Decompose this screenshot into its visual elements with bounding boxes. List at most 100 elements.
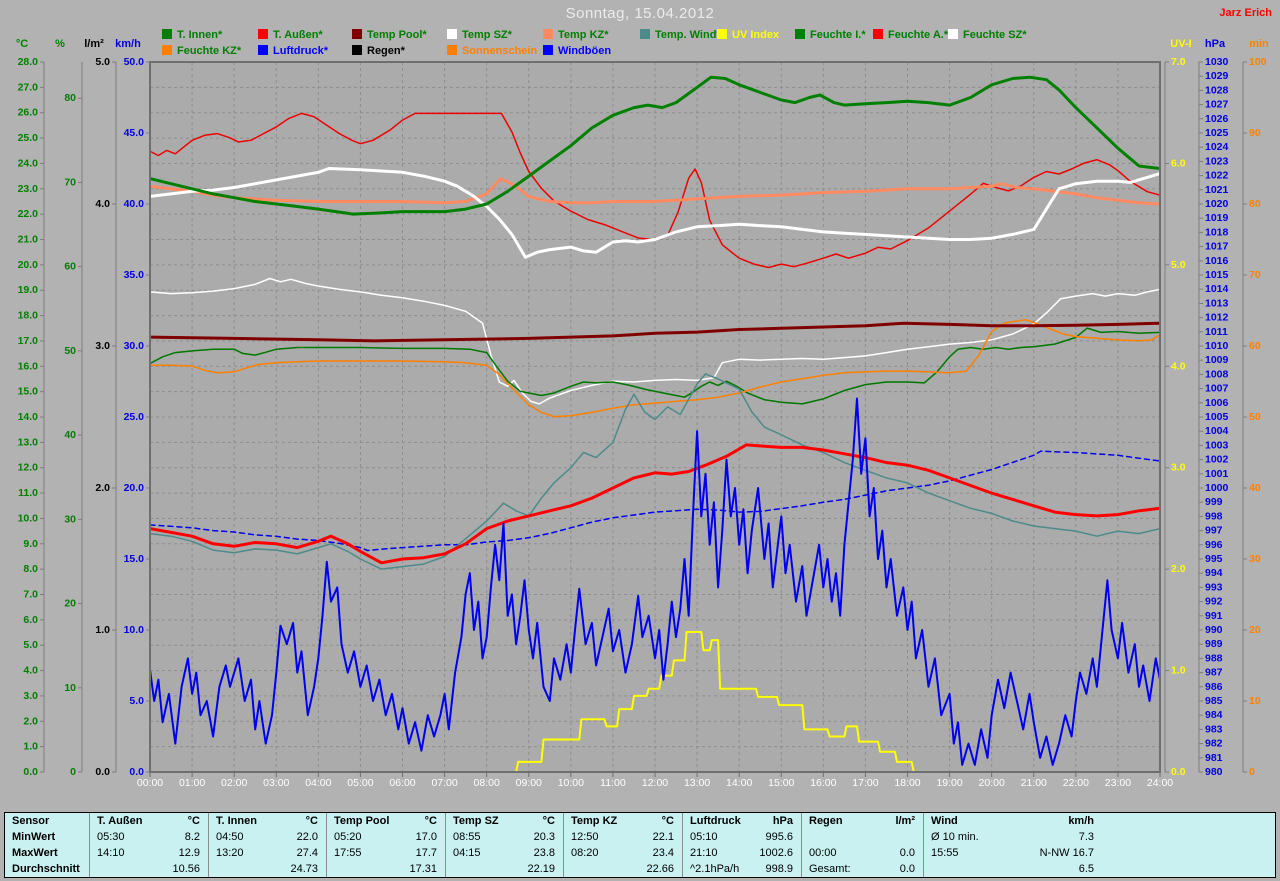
cell-time: 00:00 (809, 847, 837, 859)
axis-tick-label: 4.0 (95, 198, 110, 210)
cell-value: 22.1 (652, 831, 674, 843)
axis-tick-label: 995 (1205, 553, 1223, 565)
axis-tick-label: 17.0 (18, 335, 39, 347)
axis-header-c: °C (16, 38, 28, 50)
axis-tick-label: 1019 (1205, 212, 1229, 224)
sensor-name: T. Innen (216, 815, 257, 827)
stats-table: Sensor MinWert MaxWert Durchschnitt T. Außen… (4, 812, 1276, 878)
axis-tick-label: 4.0 (1171, 360, 1186, 372)
max-row: 08:20 23.4 (564, 845, 682, 861)
series-feuchte-i (150, 327, 1160, 405)
axis-tick-label: 1016 (1205, 255, 1229, 267)
axis-tick-label: 40 (64, 429, 76, 441)
sensor-name: Wind (931, 815, 958, 827)
legend-item-feuchte-sz-[interactable]: Feuchte SZ* (948, 29, 1027, 42)
axis-header-hpa: hPa (1205, 38, 1226, 50)
cell-time: 05:20 (334, 831, 362, 843)
legend-item-uv-index[interactable]: UV Index (717, 29, 779, 42)
table-col-regen: Regen l/m² 00:00 0.0 Gesamt: 0.0 (801, 813, 923, 877)
cell-value: 12.9 (178, 847, 200, 859)
axis-tick-label: 9.0 (23, 538, 38, 550)
min-row: 12:50 22.1 (564, 829, 682, 845)
max-row: 00:00 0.0 (802, 845, 923, 861)
table-col-temp-sz: Temp SZ °C 08:55 20.3 04:15 23.8 22.19 (445, 813, 563, 877)
min-row: 08:55 20.3 (446, 829, 563, 845)
legend-item-sonnenschein[interactable]: Sonnenschein (447, 45, 537, 58)
legend-item-luftdruck-[interactable]: Luftdruck* (258, 45, 328, 58)
axis-tick-label: 13.0 (18, 436, 39, 448)
axis-tick-label: 1014 (1205, 283, 1229, 295)
table-col-header: Wind km/h (924, 813, 1102, 829)
legend-item-feuchte-kz-[interactable]: Feuchte KZ* (162, 45, 241, 58)
cell-value: 1002.6 (759, 847, 793, 859)
series-t-aussen (150, 443, 1160, 565)
table-col-wind: Wind km/h Ø 10 min. 7.3 15:55 N-NW 16.7 6.5 (923, 813, 1275, 877)
series-temp-kz (150, 177, 1160, 206)
axis-tick-label: 22.0 (18, 208, 39, 220)
legend-item-windb-en[interactable]: Windböen (543, 45, 611, 58)
cell-time: 04:50 (216, 831, 244, 843)
sensor-unit: l/m² (895, 815, 915, 827)
table-col-luftdruck: Luftdruck hPa 05:10 995.6 21:10 1002.6 ^2.1hPa… (682, 813, 801, 877)
axis-tick-label: 1004 (1205, 425, 1229, 437)
legend-item-feuchte-a-[interactable]: Feuchte A.* (873, 29, 948, 42)
x-tick-label: 00:00 (137, 777, 163, 789)
sensor-unit: °C (542, 815, 555, 827)
cell-value: 0.0 (899, 863, 915, 875)
axis-tick-label: 80 (64, 92, 76, 104)
axis-hpa: 1030 1029 1028 1027 1026 1025 1024 1023 1022 1021… (1198, 38, 1229, 778)
axis-tick-label: 24.0 (18, 157, 39, 169)
cell-time: 08:20 (571, 847, 599, 859)
axis-header-uv: UV-I (1170, 38, 1191, 50)
axis-tick-label: 10.0 (124, 624, 145, 636)
max-row: 13:20 27.4 (209, 845, 326, 861)
axis-tick-label: 11.0 (18, 487, 38, 499)
legend-swatch-icon (543, 45, 553, 55)
x-tick-label: 05:00 (347, 777, 373, 789)
axis-tick-label: 1026 (1205, 113, 1229, 125)
cell-time: 05:30 (97, 831, 125, 843)
legend-item-t-innen-[interactable]: T. Innen* (162, 29, 222, 42)
axis-tick-label: 40 (1249, 482, 1261, 494)
axis-tick-label: 70 (64, 176, 76, 188)
cell-time: Gesamt: (809, 863, 851, 875)
legend-swatch-icon (258, 45, 268, 55)
axis-tick-label: 7.0 (1171, 56, 1186, 68)
min-row (802, 829, 923, 845)
x-tick-label: 06:00 (389, 777, 415, 789)
axis-tick-label: 10 (64, 682, 76, 694)
sensor-name: Regen (809, 815, 843, 827)
sensor-unit: km/h (1068, 815, 1094, 827)
legend-item-regen-[interactable]: Regen* (352, 45, 405, 58)
legend-item-temp-kz-[interactable]: Temp KZ* (543, 29, 609, 42)
legend-label: Sonnenschein (462, 45, 538, 57)
legend-label: Feuchte SZ* (963, 29, 1027, 41)
legend-item-t-au-en-[interactable]: T. Außen* (258, 29, 323, 42)
legend-item-temp-pool-[interactable]: Temp Pool* (352, 29, 427, 42)
weather-chart: 28.0 27.0 26.0 25.0 24.0 23.0 22.0 21.0 20.0 19.0… (16, 38, 1269, 789)
cell-value: 0.0 (899, 847, 915, 859)
series-windboeen (150, 397, 1160, 766)
axis-tick-label: 20 (64, 598, 76, 610)
legend-label: Temp KZ* (558, 29, 609, 41)
axis-tick-label: 6.0 (23, 614, 38, 626)
axis-tick-label: 1012 (1205, 312, 1229, 324)
axis-tick-label: 1030 (1205, 56, 1229, 68)
legend-item-temp-sz-[interactable]: Temp SZ* (447, 29, 512, 42)
legend-item-feuchte-i-[interactable]: Feuchte I.* (795, 29, 866, 42)
axis-tick-label: 90 (1249, 127, 1261, 139)
axis-tick-label: 50 (1249, 411, 1261, 423)
legend-swatch-icon (873, 29, 883, 39)
axis-tick-label: 0.0 (23, 766, 38, 778)
cell-value: 22.0 (296, 831, 318, 843)
cell-time: 12:50 (571, 831, 599, 843)
legend-label: Luftdruck* (273, 45, 328, 57)
legend-item-temp-wind-[interactable]: Temp. Wind* (640, 29, 721, 42)
legend-swatch-icon (162, 45, 172, 55)
axis-tick-label: 1001 (1205, 468, 1229, 480)
axis-tick-label: 60 (1249, 340, 1261, 352)
axis-tick-label: 999 (1205, 496, 1223, 508)
axis-tick-label: 80 (1249, 198, 1261, 210)
axis-tick-label: 50 (64, 345, 76, 357)
